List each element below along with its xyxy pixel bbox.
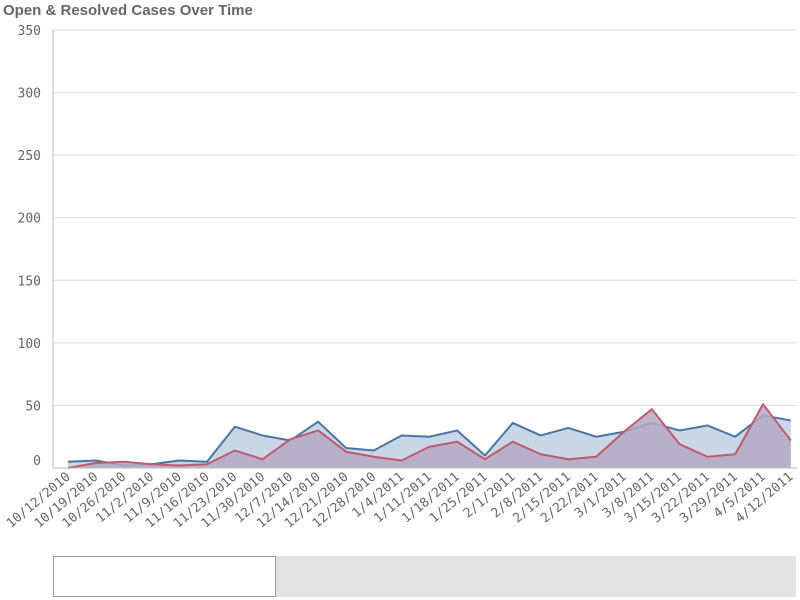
y-tick-label: 350 bbox=[18, 24, 41, 39]
y-tick-label: 0 bbox=[33, 454, 41, 469]
y-tick-label: 300 bbox=[18, 87, 41, 102]
y-tick-label: 250 bbox=[18, 149, 41, 164]
y-tick-label: 150 bbox=[18, 274, 41, 289]
y-tick-label: 200 bbox=[18, 212, 41, 227]
chart-title: Open & Resolved Cases Over Time bbox=[3, 2, 253, 19]
area-chart: 05010015020025030035010/12/201010/19/201… bbox=[4, 24, 797, 531]
y-tick-label: 100 bbox=[18, 337, 41, 352]
chart-scrollbar[interactable] bbox=[53, 556, 796, 597]
y-tick-label: 50 bbox=[25, 399, 41, 414]
series-2-area bbox=[68, 404, 791, 468]
scrollbar-thumb[interactable] bbox=[53, 556, 276, 597]
